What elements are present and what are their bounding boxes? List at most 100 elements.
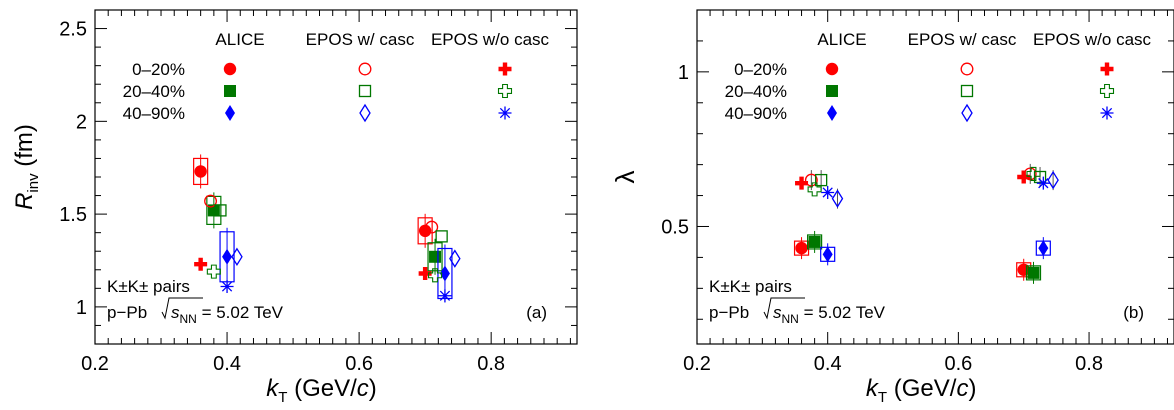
- annotation-pairs: K±K± pairs: [709, 277, 792, 296]
- data-point: [439, 265, 450, 282]
- legend-marker: [961, 103, 973, 123]
- annotation-s: s: [171, 303, 180, 322]
- legend-marker: [225, 105, 235, 121]
- data-point: [231, 247, 243, 267]
- legend-row-label: 0–20%: [132, 60, 185, 79]
- data-point: [1027, 266, 1040, 279]
- y-tick-label: 0.5: [661, 216, 689, 238]
- plot-frame: [696, 9, 1174, 345]
- data-point: [220, 279, 234, 293]
- legend-row-label: 20–40%: [725, 82, 787, 101]
- y-tick-label: 2.5: [59, 19, 87, 41]
- legend-marker: [359, 103, 371, 123]
- data-point: [815, 173, 828, 187]
- sqrt-sign: [161, 297, 203, 320]
- legend-marker: [497, 83, 513, 99]
- x-axis-label-c: c: [357, 375, 369, 402]
- annotation-energy-value: = 5.02 TeV: [197, 303, 284, 322]
- legend-marker: [358, 62, 372, 76]
- legend-column-header: EPOS w/o casc: [431, 30, 550, 49]
- y-axis-label-r: R: [11, 193, 38, 210]
- y-axis-label-sub: inv: [25, 173, 42, 193]
- data-point: [194, 257, 208, 271]
- y-axis-label: Rinv (fm): [11, 124, 42, 210]
- legend-marker: [498, 62, 512, 76]
- annotation-energy: p−Pb sNN = 5.02 TeV: [107, 303, 284, 326]
- annotation-nn: NN: [782, 312, 799, 326]
- legend-marker: [960, 62, 974, 76]
- y-tick-label: 1.5: [59, 204, 87, 226]
- data-point: [425, 220, 439, 234]
- legend-column-header: EPOS w/ casc: [306, 30, 415, 49]
- annotation-system: p−Pb: [709, 303, 749, 322]
- x-axis-label-c: c: [956, 375, 968, 402]
- legend-marker: [960, 84, 974, 98]
- x-axis-label: kT (GeV/c): [266, 375, 377, 406]
- data-point: [807, 182, 822, 197]
- legend-marker: [223, 62, 237, 76]
- y-axis-label-unit: (fm): [11, 124, 38, 173]
- data-point: [418, 224, 432, 238]
- data-point: [222, 248, 233, 265]
- legend-row-label: 40–90%: [725, 104, 787, 123]
- data-point: [1047, 170, 1059, 190]
- data-point: [204, 194, 217, 208]
- sqrt-sign: [763, 297, 805, 320]
- legend-row-label: 20–40%: [123, 82, 185, 101]
- x-axis-label-sub: T: [878, 389, 887, 406]
- legend-column-header: EPOS w/ casc: [908, 30, 1017, 49]
- x-axis-label-unit: (GeV/: [887, 375, 957, 402]
- x-axis-label-close: ): [968, 375, 976, 402]
- data-point: [1026, 166, 1041, 181]
- legend-column-header: ALICE: [215, 30, 264, 49]
- y-tick-label: 2: [76, 111, 87, 133]
- legend-marker: [1099, 83, 1115, 99]
- annotation-nn: NN: [180, 312, 197, 326]
- legend-row-label: 40–90%: [123, 104, 185, 123]
- y-tick-label: 1: [76, 297, 87, 319]
- y-tick-label: 1: [678, 62, 689, 84]
- panel-a: 0.2 0.4 0.6 0.8 1 1.5 2 2.5 kT (GeV/c) Rinv (fm) A…: [11, 9, 578, 406]
- data-point: [214, 204, 227, 217]
- annotation-energy: p−Pb sNN = 5.02 TeV: [709, 303, 886, 326]
- y-axis-label: λ: [610, 171, 640, 184]
- data-point: [1036, 176, 1050, 190]
- annotation-energy-value: = 5.02 TeV: [799, 303, 886, 322]
- legend-marker: [825, 62, 839, 76]
- data-point: [194, 165, 207, 178]
- annotation-s: s: [773, 303, 782, 322]
- legend-marker: [498, 106, 512, 120]
- legend-column-header: ALICE: [817, 30, 866, 49]
- x-tick-label: 0.8: [1075, 353, 1103, 375]
- data-point: [808, 235, 821, 248]
- data-point: [427, 268, 443, 283]
- data-point: [795, 241, 808, 255]
- x-tick-label: 0.4: [213, 353, 241, 375]
- legend-row-label: 0–20%: [734, 60, 787, 79]
- data-point: [1038, 240, 1049, 257]
- x-axis-label-k: k: [266, 375, 280, 402]
- data-point: [822, 246, 833, 263]
- x-tick-label: 0.8: [477, 353, 505, 375]
- x-tick-label: 0.2: [683, 353, 711, 375]
- panel-label: (b): [1123, 303, 1144, 322]
- legend-marker: [1100, 106, 1114, 120]
- legend-marker: [826, 85, 838, 97]
- data-point: [206, 264, 221, 279]
- annotation-pairs: K±K± pairs: [107, 277, 190, 296]
- data-point: [449, 249, 461, 268]
- x-axis-label-close: ): [369, 375, 377, 402]
- panel-b: 0.2 0.4 0.6 0.8 0.5 1 kT (GeV/c) λ ALICE EPOS w/ …: [610, 9, 1174, 406]
- x-axis-label-sub: T: [278, 389, 287, 406]
- x-tick-label: 0.6: [944, 353, 972, 375]
- legend-marker: [827, 105, 837, 121]
- data-point: [1017, 170, 1031, 184]
- legend-marker: [224, 85, 236, 97]
- data-point: [435, 230, 448, 243]
- x-tick-label: 0.2: [81, 353, 109, 375]
- legend-marker: [358, 84, 372, 98]
- x-axis-label-k: k: [866, 375, 880, 402]
- data-point: [821, 185, 835, 199]
- x-tick-label: 0.4: [814, 353, 842, 375]
